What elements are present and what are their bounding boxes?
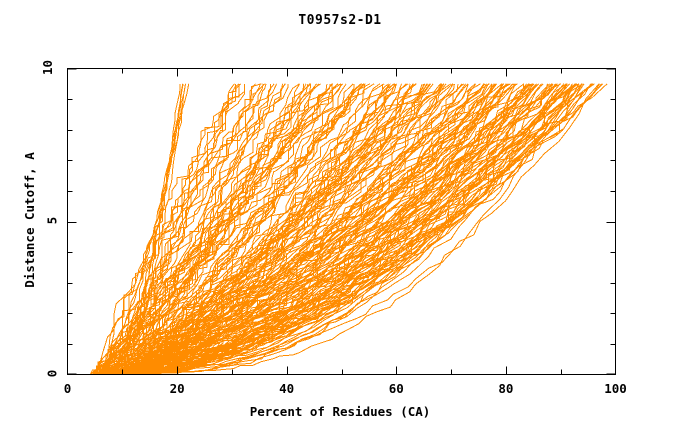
series-line [93, 83, 265, 375]
series-line [122, 83, 245, 375]
series-line [103, 83, 608, 375]
series-line [109, 83, 312, 375]
series-line [89, 83, 390, 375]
series-line [122, 83, 320, 375]
series-line [93, 83, 537, 375]
series-line [121, 83, 264, 375]
y-tick-label: 5 [30, 213, 60, 228]
series-line [127, 83, 381, 375]
series-line [104, 83, 262, 375]
series-line [108, 83, 600, 375]
series-line [104, 83, 498, 375]
series-line [103, 83, 289, 375]
series-line [102, 83, 366, 375]
series-line [126, 83, 363, 375]
series-line [124, 83, 240, 375]
plot-frame [66, 67, 617, 376]
series-line [114, 83, 343, 375]
series-line [103, 83, 237, 375]
series-line [108, 83, 497, 375]
series-line [103, 83, 240, 375]
y-tick-label: 0 [30, 366, 60, 381]
series-line [113, 83, 533, 375]
x-tick-label: 0 [63, 381, 72, 396]
y-tick-label-text: 0 [44, 369, 60, 377]
series-line [100, 83, 423, 375]
series-line [112, 83, 585, 375]
series-line [97, 83, 530, 375]
series-line [98, 83, 568, 375]
y-tick-label: 10 [30, 59, 56, 75]
x-tick-label: 60 [388, 381, 404, 396]
series-line [92, 83, 490, 375]
series-line [117, 83, 407, 375]
series-line [95, 83, 561, 375]
series-line [116, 83, 576, 375]
x-axis-title: Percent of Residues (CA) [249, 404, 431, 419]
series-line [126, 83, 469, 375]
series-line [103, 83, 375, 375]
y-tick-label-text: 10 [40, 59, 56, 75]
series-line [98, 83, 531, 375]
series-line [130, 83, 426, 375]
series-line [100, 83, 444, 375]
series-line [118, 83, 454, 375]
series-line [102, 83, 333, 375]
series-line [95, 83, 557, 375]
series-line [93, 83, 443, 375]
series-line [90, 83, 442, 375]
series-line [98, 83, 452, 375]
x-tick-label: 80 [498, 381, 514, 396]
chart-title: T0957s2-D1 [298, 13, 382, 28]
y-tick-label-text: 5 [44, 216, 60, 224]
series-group [89, 83, 608, 375]
series-line [95, 83, 286, 375]
series-line [98, 83, 364, 375]
series-line [107, 83, 339, 375]
x-tick-label: 40 [279, 381, 295, 396]
x-tick-label: 20 [169, 381, 185, 396]
x-tick-label: 100 [604, 381, 627, 396]
series-line [126, 83, 584, 375]
series-line [90, 83, 518, 375]
tick-group [67, 68, 616, 375]
